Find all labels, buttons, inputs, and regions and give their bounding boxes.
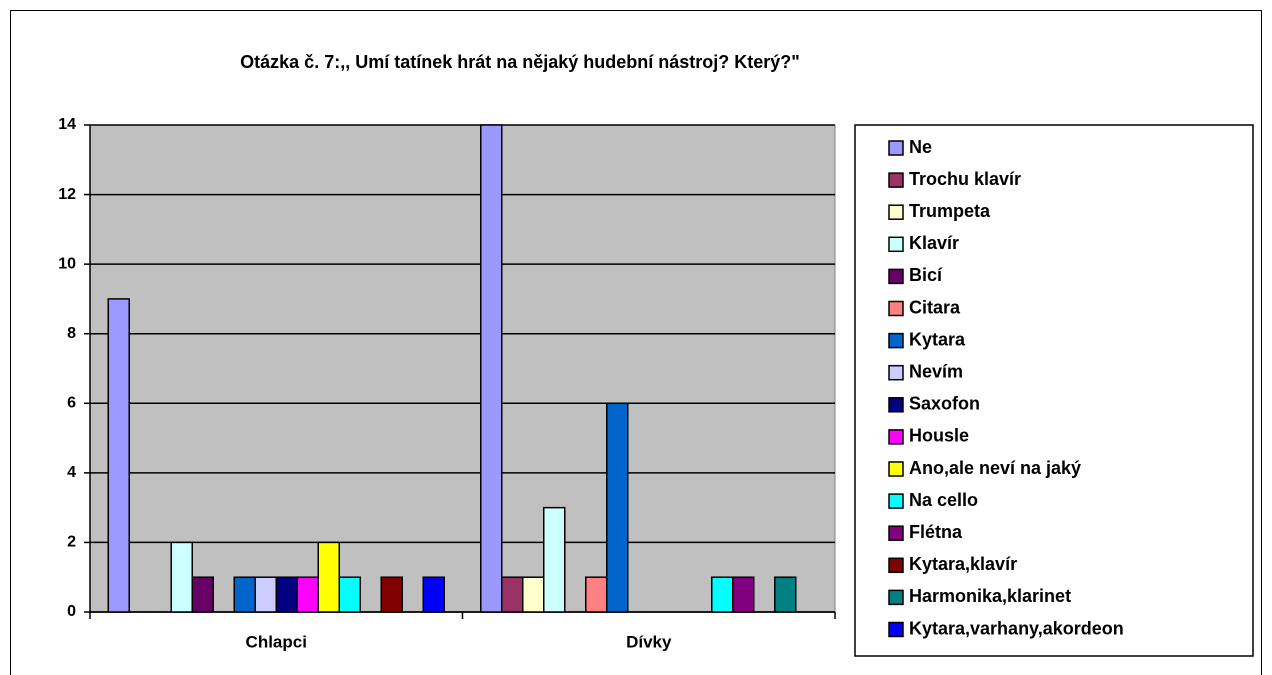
legend-label: Ne — [909, 137, 932, 157]
legend-swatch — [888, 493, 904, 509]
legend-swatch — [888, 172, 904, 188]
bar — [480, 124, 503, 613]
legend-label: Klavír — [909, 233, 959, 253]
legend-swatch — [888, 589, 904, 606]
legend-label: Citara — [909, 297, 961, 317]
legend-label: Bicí — [909, 265, 943, 285]
legend-label: Kytara — [909, 329, 966, 349]
x-tick-label: Chlapci — [246, 632, 307, 651]
x-tick-label: Dívky — [626, 632, 672, 651]
bar — [317, 541, 340, 613]
bar — [338, 576, 361, 613]
legend-box — [854, 124, 1254, 657]
legend-swatch — [888, 332, 904, 349]
legend-swatch — [888, 300, 904, 317]
legend-swatch — [888, 525, 904, 541]
bar — [275, 576, 298, 613]
bar — [254, 576, 277, 613]
y-tick-label: 0 — [67, 603, 76, 620]
legend-swatch — [888, 268, 904, 285]
bar — [606, 402, 629, 613]
legend-swatch — [888, 364, 904, 381]
bar — [380, 576, 403, 613]
bar — [296, 576, 319, 613]
y-tick-label: 10 — [58, 255, 76, 272]
legend-label: Harmonika,klarinet — [909, 586, 1071, 606]
legend-label: Nevím — [909, 361, 963, 381]
legend-label: Ano,ale neví na jaký — [909, 458, 1081, 478]
bar — [501, 576, 524, 613]
y-tick-label: 4 — [67, 464, 76, 481]
y-tick-label: 14 — [58, 116, 76, 133]
y-tick-label: 8 — [67, 325, 76, 342]
legend-swatch — [888, 236, 904, 253]
legend-label: Na cello — [909, 490, 978, 510]
legend-label: Saxofon — [909, 394, 980, 414]
legend-swatch — [888, 557, 904, 574]
bar — [585, 576, 608, 613]
legend-swatch — [888, 140, 904, 156]
legend-swatch — [888, 204, 904, 220]
legend-label: Trochu klavír — [909, 169, 1021, 189]
legend-label: Housle — [909, 426, 969, 446]
bar — [711, 576, 734, 613]
bar — [191, 576, 214, 613]
bar — [170, 541, 193, 613]
chart-title: Otázka č. 7:,, Umí tatínek hrát na nějak… — [240, 52, 800, 72]
bar — [543, 506, 566, 613]
legend-swatch — [888, 621, 904, 638]
bar — [522, 576, 545, 613]
bar — [732, 576, 755, 613]
y-tick-label: 2 — [67, 534, 76, 551]
legend-swatch — [888, 397, 904, 413]
bar — [107, 298, 130, 613]
legend-swatch — [888, 429, 904, 445]
y-tick-label: 12 — [58, 186, 76, 203]
legend-label: Kytara,klavír — [909, 554, 1017, 574]
bar — [233, 576, 256, 613]
legend-label: Flétna — [909, 522, 963, 542]
legend-label: Trumpeta — [909, 201, 991, 221]
y-tick-label: 6 — [67, 395, 76, 412]
bar — [422, 576, 445, 613]
bar — [774, 576, 797, 613]
legend-swatch — [888, 461, 904, 477]
legend-label: Kytara,varhany,akordeon — [909, 618, 1124, 638]
plot-area — [89, 124, 836, 613]
